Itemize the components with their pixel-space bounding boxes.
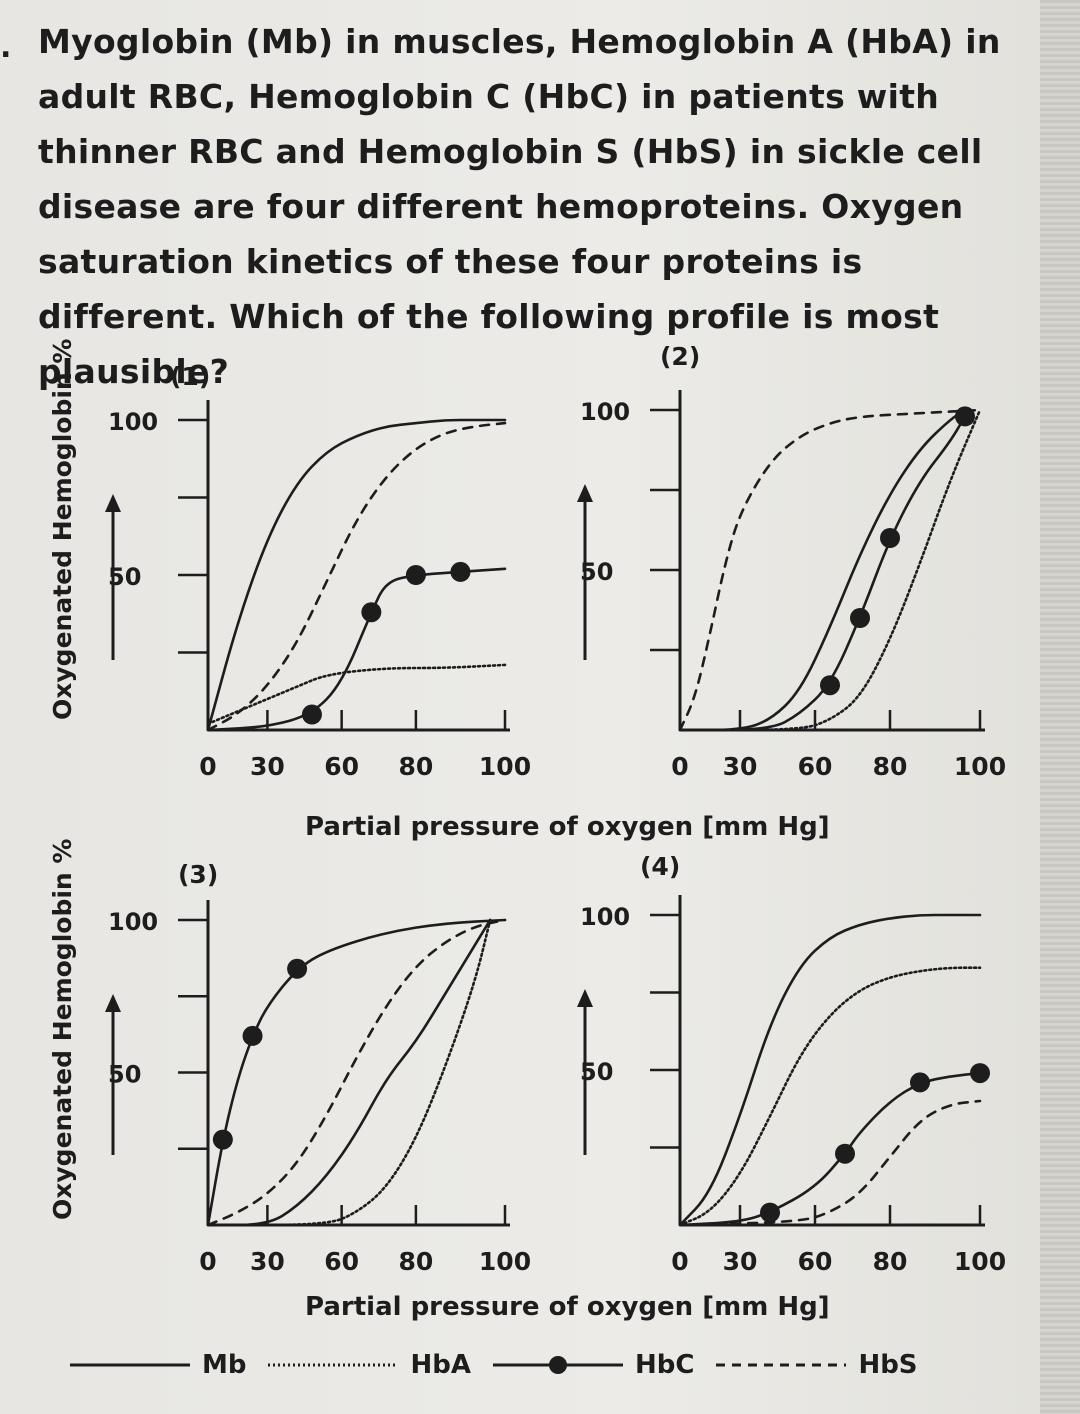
panel-label-2: (2) bbox=[660, 342, 701, 371]
x-tick-label: 80 bbox=[399, 752, 434, 781]
x-tick-label: 80 bbox=[873, 752, 908, 781]
page-edge bbox=[1040, 0, 1080, 1414]
data-point-mb bbox=[212, 1129, 233, 1150]
data-point-mb bbox=[287, 958, 308, 979]
legend-item-hba: HbA bbox=[268, 1350, 471, 1380]
question-number: . bbox=[0, 30, 12, 65]
data-point-hbc bbox=[450, 561, 471, 582]
solid-dot-line-icon bbox=[492, 1356, 623, 1374]
solid-line-icon bbox=[70, 1363, 190, 1367]
x-tick-label: 60 bbox=[798, 752, 833, 781]
series-line-hba bbox=[678, 966, 982, 1227]
x-tick-label: 80 bbox=[873, 1247, 908, 1276]
x-tick-label: 100 bbox=[954, 752, 1006, 781]
legend-label: HbC bbox=[634, 1350, 695, 1380]
up-arrow-icon bbox=[577, 989, 593, 1007]
x-tick-label: 30 bbox=[250, 752, 285, 781]
x-tick-label: 60 bbox=[324, 1247, 359, 1276]
data-point-mb bbox=[242, 1025, 263, 1046]
series-line-hbc bbox=[206, 567, 507, 732]
x-tick-label: 60 bbox=[798, 1247, 833, 1276]
data-point-hbc bbox=[910, 1072, 930, 1093]
panel-label-1: (1) bbox=[170, 362, 211, 391]
dashed-line-icon bbox=[716, 1363, 847, 1367]
legend-item-hbs: HbS bbox=[716, 1350, 918, 1380]
series-line-hbs bbox=[678, 1099, 982, 1227]
x-tick-label: 80 bbox=[399, 1247, 434, 1276]
y-tick-label: 100 bbox=[108, 908, 158, 936]
legend-item-hbc: HbC bbox=[492, 1350, 695, 1380]
series-line-mb bbox=[206, 418, 507, 732]
legend-label: Mb bbox=[202, 1350, 247, 1380]
up-arrow-icon bbox=[105, 494, 121, 512]
dotted-line-icon bbox=[268, 1363, 399, 1367]
x-tick-label: 100 bbox=[479, 752, 531, 781]
data-point-hbc bbox=[880, 528, 900, 548]
data-point-hbc bbox=[405, 565, 426, 585]
legend: Mb HbA HbC HbS bbox=[70, 1345, 1030, 1385]
series-line-hbs bbox=[206, 918, 507, 1227]
data-point-hbc bbox=[835, 1143, 855, 1164]
x-axis-label-bottom: Partial pressure of oxygen [mm Hg] bbox=[305, 1292, 830, 1322]
data-point-hbc bbox=[361, 602, 382, 623]
question-page bbox=[0, 0, 1040, 1414]
y-tick-label: 100 bbox=[580, 903, 630, 931]
series-line-mb bbox=[678, 408, 967, 732]
up-arrow-icon bbox=[577, 484, 593, 502]
x-tick-label: 0 bbox=[671, 1247, 688, 1276]
y-tick-label: 100 bbox=[580, 398, 630, 426]
series-line-hbs bbox=[206, 421, 507, 732]
x-tick-label: 0 bbox=[671, 752, 688, 781]
x-tick-label: 30 bbox=[250, 1247, 285, 1276]
x-tick-label: 100 bbox=[479, 1247, 531, 1276]
legend-label: HbS bbox=[858, 1350, 918, 1380]
x-tick-label: 100 bbox=[954, 1247, 1006, 1276]
panel-label-4: (4) bbox=[640, 852, 681, 881]
x-tick-label: 0 bbox=[199, 752, 216, 781]
legend-label: HbA bbox=[410, 1350, 471, 1380]
data-point-hbc bbox=[970, 1063, 990, 1084]
x-tick-label: 30 bbox=[723, 1247, 758, 1276]
x-tick-label: 30 bbox=[723, 752, 758, 781]
series-line-hbc bbox=[206, 918, 492, 1227]
x-tick-label: 0 bbox=[199, 1247, 216, 1276]
panel-label-3: (3) bbox=[178, 860, 219, 889]
series-line-hbc bbox=[678, 1071, 982, 1227]
series-line-hba bbox=[678, 408, 982, 732]
series-line-hba bbox=[206, 663, 507, 726]
series-line-hbs bbox=[678, 408, 982, 732]
data-point-hbc bbox=[820, 675, 840, 696]
series-line-mb bbox=[206, 918, 507, 1227]
up-arrow-icon bbox=[105, 994, 121, 1012]
x-tick-label: 60 bbox=[324, 752, 359, 781]
legend-item-mb: Mb bbox=[70, 1350, 246, 1380]
series-line-hbc bbox=[678, 415, 967, 732]
data-point-hbc bbox=[760, 1202, 780, 1223]
data-point-hbc bbox=[850, 608, 870, 628]
series-line-hba bbox=[206, 918, 492, 1227]
x-axis-label-top: Partial pressure of oxygen [mm Hg] bbox=[305, 812, 830, 842]
question-text: Myoglobin (Mb) in muscles, Hemoglobin A … bbox=[38, 22, 1001, 391]
series-line-mb bbox=[678, 913, 982, 1227]
data-point-hbc bbox=[301, 704, 322, 725]
y-tick-label: 100 bbox=[108, 408, 158, 436]
